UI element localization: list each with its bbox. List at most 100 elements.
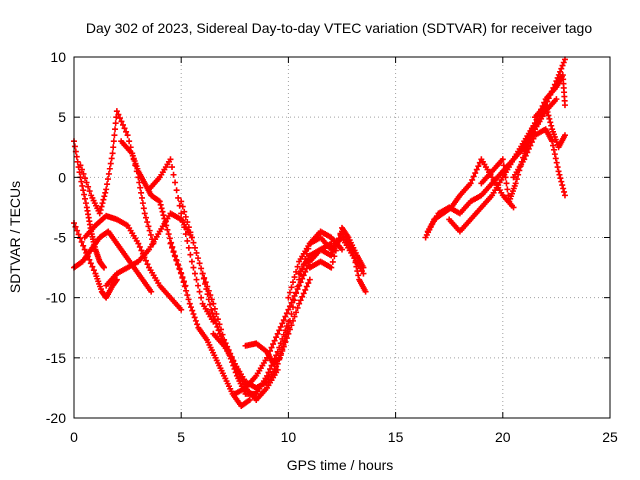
x-tick-label: 5	[177, 429, 185, 445]
data-point	[352, 259, 359, 266]
data-point	[472, 170, 479, 177]
data-point	[328, 264, 335, 271]
data-point	[303, 283, 310, 290]
series-track-4	[81, 212, 185, 313]
data-point	[210, 313, 217, 320]
data-point	[139, 200, 146, 207]
data-point	[179, 203, 186, 210]
data-point	[546, 115, 553, 122]
data-point	[299, 293, 306, 300]
data-point	[557, 175, 564, 182]
data-point	[214, 316, 221, 323]
data-point	[105, 170, 112, 177]
data-point	[288, 284, 295, 291]
data-point	[274, 366, 281, 373]
data-point	[300, 272, 307, 279]
data-point	[190, 239, 197, 246]
axis-ticks: 0 5 10 15 20 25 -20 -15 -10 -5 0 5 10	[46, 49, 618, 445]
data-point	[522, 152, 529, 159]
data-point	[184, 219, 191, 226]
data-point	[289, 304, 296, 311]
data-point	[276, 344, 283, 351]
data-point	[521, 156, 528, 163]
data-point	[531, 120, 538, 127]
data-point	[286, 289, 293, 296]
data-point	[185, 244, 192, 251]
data-point	[213, 320, 220, 327]
data-point	[277, 323, 284, 330]
data-point	[282, 313, 289, 320]
data-point	[501, 168, 508, 175]
data-point	[98, 203, 105, 210]
data-point	[82, 200, 89, 207]
data-point	[284, 329, 291, 336]
data-point	[80, 170, 87, 177]
data-point	[157, 201, 164, 208]
data-point	[556, 171, 563, 178]
data-point	[276, 327, 283, 334]
data-point	[169, 244, 176, 251]
data-point	[73, 153, 80, 160]
data-point	[271, 337, 278, 344]
data-point	[331, 253, 338, 260]
data-point	[306, 276, 313, 283]
data-point	[503, 180, 510, 187]
data-point	[182, 213, 189, 220]
data-point	[82, 195, 89, 202]
data-point	[191, 244, 198, 251]
data-point	[476, 159, 483, 166]
data-point	[160, 212, 167, 219]
y-tick-label: 10	[50, 49, 66, 65]
data-point	[296, 300, 303, 307]
data-point	[296, 276, 303, 283]
x-tick-label: 15	[388, 429, 404, 445]
data-point	[147, 231, 154, 238]
data-point	[211, 305, 218, 312]
data-point	[107, 160, 114, 167]
data-point	[113, 276, 120, 283]
data-point	[158, 205, 165, 212]
y-tick-label: -10	[46, 290, 66, 306]
data-point	[178, 198, 185, 205]
data-point	[337, 230, 344, 237]
data-point	[294, 304, 301, 311]
series-track-13	[231, 240, 335, 397]
data-point	[551, 151, 558, 158]
data-point	[172, 253, 179, 260]
data-point	[280, 317, 287, 324]
data-point	[102, 189, 109, 196]
data-point	[193, 276, 200, 283]
data-point	[81, 246, 88, 253]
data-point	[79, 182, 86, 189]
data-point	[187, 229, 194, 236]
data-point	[554, 164, 561, 171]
data-point	[215, 327, 222, 334]
data-point	[558, 178, 565, 185]
data-point	[137, 184, 144, 191]
data-point	[176, 202, 183, 209]
data-point	[179, 217, 186, 224]
data-point	[288, 299, 295, 306]
data-point	[278, 350, 285, 357]
data-point	[113, 108, 120, 115]
data-point	[138, 194, 145, 201]
data-point	[191, 270, 198, 277]
data-point	[294, 263, 301, 270]
data-point	[184, 237, 191, 244]
data-point	[178, 306, 185, 313]
data-point	[86, 188, 93, 195]
data-point	[550, 142, 557, 149]
data-point	[543, 105, 550, 112]
data-point	[195, 255, 202, 262]
data-point	[246, 396, 253, 403]
data-point	[512, 180, 519, 187]
data-point	[194, 321, 201, 328]
data-point	[111, 132, 118, 139]
data-point	[96, 210, 103, 217]
data-point	[275, 355, 282, 362]
data-point	[81, 191, 88, 198]
data-point	[530, 123, 537, 130]
data-point	[329, 258, 336, 265]
data-point	[279, 320, 286, 327]
